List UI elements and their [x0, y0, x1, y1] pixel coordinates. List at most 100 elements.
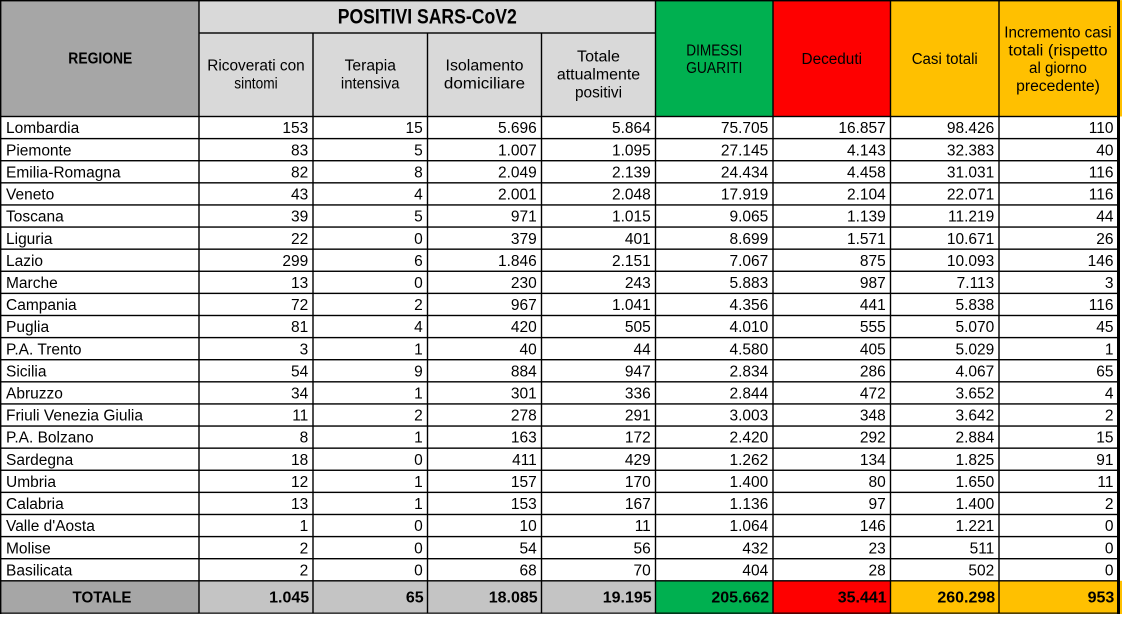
- svg-text:116: 116: [1089, 164, 1114, 181]
- svg-text:0: 0: [414, 275, 423, 292]
- svg-text:153: 153: [282, 120, 308, 137]
- svg-text:23: 23: [869, 540, 886, 557]
- svg-text:1: 1: [1105, 341, 1114, 358]
- svg-text:44: 44: [1096, 209, 1114, 226]
- svg-text:Puglia: Puglia: [6, 319, 49, 336]
- svg-text:70: 70: [634, 562, 652, 579]
- svg-text:2.139: 2.139: [612, 164, 651, 181]
- svg-text:1.064: 1.064: [730, 518, 769, 535]
- svg-text:2.844: 2.844: [730, 386, 769, 403]
- svg-text:18.085: 18.085: [489, 590, 538, 607]
- svg-text:DIMESSI: DIMESSI: [686, 42, 742, 59]
- svg-text:884: 884: [511, 363, 537, 380]
- svg-text:9.065: 9.065: [730, 209, 769, 226]
- svg-text:134: 134: [860, 452, 886, 469]
- svg-text:P.A. Bolzano: P.A. Bolzano: [6, 430, 94, 447]
- svg-text:Liguria: Liguria: [6, 231, 53, 248]
- svg-text:420: 420: [511, 319, 537, 336]
- svg-text:971: 971: [511, 209, 537, 226]
- svg-text:172: 172: [625, 430, 651, 447]
- svg-text:positivi: positivi: [575, 84, 622, 101]
- svg-text:Valle d'Aosta: Valle d'Aosta: [6, 518, 95, 535]
- svg-text:1.650: 1.650: [956, 474, 995, 491]
- svg-text:230: 230: [511, 275, 537, 292]
- svg-text:Emilia-Romagna: Emilia-Romagna: [6, 164, 121, 181]
- svg-text:157: 157: [511, 474, 537, 491]
- svg-text:24.434: 24.434: [721, 164, 769, 181]
- svg-text:15: 15: [1096, 430, 1113, 447]
- svg-text:al giorno: al giorno: [1029, 60, 1087, 77]
- svg-text:429: 429: [625, 452, 651, 469]
- svg-text:0: 0: [1105, 562, 1114, 579]
- svg-text:167: 167: [625, 496, 651, 513]
- svg-text:Sicilia: Sicilia: [6, 363, 47, 380]
- svg-text:953: 953: [1088, 590, 1115, 607]
- svg-text:2: 2: [1105, 496, 1114, 513]
- svg-text:9: 9: [414, 363, 423, 380]
- svg-text:Marche: Marche: [6, 275, 58, 292]
- svg-text:1.400: 1.400: [956, 496, 995, 513]
- svg-text:1: 1: [414, 386, 423, 403]
- svg-text:8: 8: [414, 164, 423, 181]
- svg-text:555: 555: [860, 319, 886, 336]
- svg-text:Veneto: Veneto: [6, 187, 54, 204]
- svg-text:2.834: 2.834: [730, 363, 769, 380]
- svg-text:987: 987: [860, 275, 886, 292]
- svg-text:1.015: 1.015: [612, 209, 651, 226]
- svg-text:10.093: 10.093: [947, 253, 994, 270]
- svg-text:26: 26: [1096, 231, 1113, 248]
- svg-text:1.400: 1.400: [730, 474, 769, 491]
- svg-text:4.067: 4.067: [956, 363, 995, 380]
- svg-text:43: 43: [291, 187, 308, 204]
- svg-text:11.219: 11.219: [948, 209, 994, 226]
- svg-text:5.029: 5.029: [956, 341, 995, 358]
- svg-text:19.195: 19.195: [603, 590, 652, 607]
- svg-text:1.221: 1.221: [956, 518, 995, 535]
- svg-text:875: 875: [860, 253, 886, 270]
- svg-text:2: 2: [300, 562, 309, 579]
- svg-text:3.003: 3.003: [730, 408, 769, 425]
- svg-text:110: 110: [1089, 120, 1114, 137]
- svg-text:POSITIVI SARS-CoV2: POSITIVI SARS-CoV2: [338, 6, 517, 29]
- svg-text:2: 2: [300, 540, 309, 557]
- svg-text:301: 301: [511, 386, 537, 403]
- svg-text:2.884: 2.884: [956, 430, 995, 447]
- svg-text:947: 947: [625, 363, 651, 380]
- svg-text:4: 4: [1105, 386, 1114, 403]
- svg-text:5.838: 5.838: [956, 297, 995, 314]
- svg-text:441: 441: [860, 297, 886, 314]
- svg-text:3.642: 3.642: [956, 408, 995, 425]
- svg-text:0: 0: [414, 518, 423, 535]
- svg-text:68: 68: [520, 562, 537, 579]
- svg-text:Incremento casi: Incremento casi: [1004, 24, 1111, 41]
- svg-text:146: 146: [860, 518, 886, 535]
- svg-text:411: 411: [512, 452, 537, 469]
- svg-text:3.652: 3.652: [956, 386, 995, 403]
- svg-text:1: 1: [414, 496, 423, 513]
- svg-text:11: 11: [635, 518, 651, 535]
- svg-text:1.571: 1.571: [847, 231, 886, 248]
- svg-text:2.420: 2.420: [730, 430, 769, 447]
- svg-text:precedente): precedente): [1016, 78, 1100, 95]
- svg-text:2: 2: [414, 297, 423, 314]
- svg-text:348: 348: [860, 408, 886, 425]
- svg-text:502: 502: [968, 562, 994, 579]
- svg-text:404: 404: [742, 562, 768, 579]
- svg-text:Deceduti: Deceduti: [802, 51, 863, 68]
- svg-text:170: 170: [625, 474, 651, 491]
- svg-text:2.049: 2.049: [498, 164, 537, 181]
- svg-text:5.883: 5.883: [730, 275, 769, 292]
- svg-text:0: 0: [1105, 540, 1114, 557]
- svg-text:13: 13: [291, 275, 308, 292]
- svg-text:3: 3: [300, 341, 309, 358]
- svg-text:4.143: 4.143: [847, 142, 886, 159]
- svg-text:22: 22: [291, 231, 308, 248]
- svg-text:97: 97: [869, 496, 886, 513]
- svg-text:P.A. Trento: P.A. Trento: [6, 341, 82, 358]
- svg-text:336: 336: [625, 386, 651, 403]
- svg-text:sintomi: sintomi: [234, 75, 277, 92]
- svg-text:278: 278: [511, 408, 537, 425]
- svg-text:4.458: 4.458: [847, 164, 886, 181]
- svg-text:Basilicata: Basilicata: [6, 562, 73, 579]
- svg-text:146: 146: [1088, 253, 1114, 270]
